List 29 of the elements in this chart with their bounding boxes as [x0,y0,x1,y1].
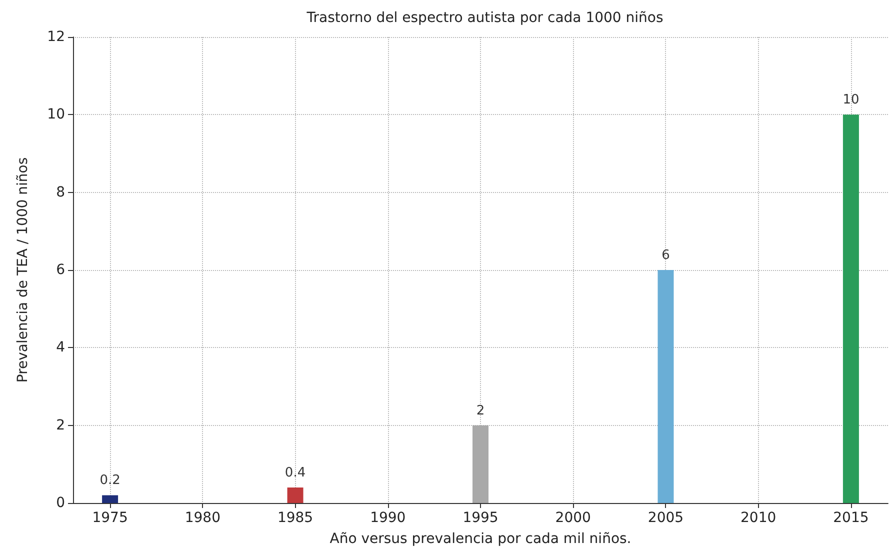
y-tick-label: 8 [56,184,65,200]
chart-title: Trastorno del espectro autista por cada 1000 niños [306,10,664,26]
x-tick-label: 1985 [277,510,314,526]
bar [287,487,304,503]
x-axis-title: Año versus prevalencia por cada mil niños. [330,531,632,547]
x-tick-label: 2000 [555,510,591,526]
y-axis-title: Prevalencia de TEA / 1000 niños [15,157,31,383]
x-tick-label: 2005 [648,510,684,526]
y-tick-label: 0 [56,495,65,511]
y-tick-label: 6 [56,262,66,278]
data-label: 0.4 [284,465,306,480]
y-tick-label: 2 [56,417,65,434]
y-tick-label: 4 [56,340,66,356]
x-tick-label: 2015 [833,510,869,526]
x-tick-label: 2010 [740,510,776,526]
x-tick-label: 1975 [92,510,128,526]
x-tick-label: 1990 [370,510,406,526]
x-tick-label: 1995 [462,510,498,526]
bar [102,495,118,503]
data-label: 6 [662,248,670,263]
y-tick-label: 12 [47,29,65,45]
x-tick-label: 1980 [184,510,220,526]
bar [842,114,859,503]
y-tick-label: 10 [47,106,65,123]
bar [472,425,488,503]
data-label: 2 [476,403,485,418]
bar [658,270,674,503]
data-label: 10 [842,92,860,108]
data-label: 0.2 [100,473,120,488]
